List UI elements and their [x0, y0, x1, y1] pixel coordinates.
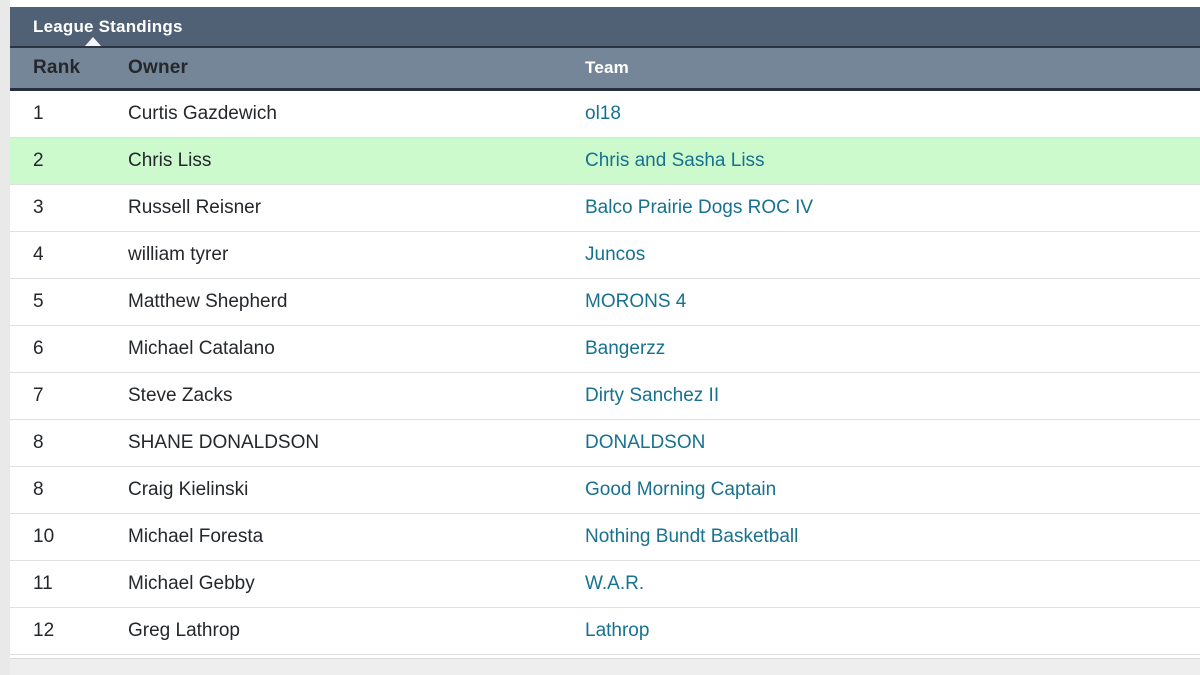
team-link[interactable]: Bangerzz: [585, 338, 666, 359]
team-link[interactable]: Good Morning Captain: [585, 479, 777, 500]
owner-cell: Michael Foresta: [128, 526, 264, 547]
team-link[interactable]: Nothing Bundt Basketball: [585, 526, 799, 547]
column-header-row: Rank Owner Team: [10, 48, 1200, 91]
column-header-rank[interactable]: Rank: [33, 57, 81, 78]
team-cell: Dirty Sanchez II: [585, 385, 1200, 407]
team-cell: Bangerzz: [585, 338, 1200, 360]
team-link[interactable]: MORONS 4: [585, 291, 687, 312]
team-cell: Lathrop: [585, 620, 1200, 642]
table-row: 8 SHANE DONALDSON DONALDSON: [10, 420, 1200, 467]
league-standings-table: League Standings Rank Owner Team 1 Curti…: [10, 7, 1200, 655]
team-link[interactable]: ol18: [585, 103, 621, 124]
rank-cell: 4: [33, 244, 44, 265]
owner-cell: Matthew Shepherd: [128, 291, 288, 312]
team-cell: Nothing Bundt Basketball: [585, 526, 1200, 548]
team-cell: Good Morning Captain: [585, 479, 1200, 501]
table-row: 10 Michael Foresta Nothing Bundt Basketb…: [10, 514, 1200, 561]
table-row: 1 Curtis Gazdewich ol18: [10, 91, 1200, 138]
rank-cell: 8: [33, 479, 44, 500]
table-row: 4 william tyrer Juncos: [10, 232, 1200, 279]
column-header-team[interactable]: Team: [585, 58, 629, 77]
rank-cell: 10: [33, 526, 55, 547]
team-link[interactable]: Chris and Sasha Liss: [585, 150, 765, 171]
owner-cell: SHANE DONALDSON: [128, 432, 320, 453]
team-cell: ol18: [585, 103, 1200, 125]
team-link[interactable]: Juncos: [585, 244, 646, 265]
owner-cell: Chris Liss: [128, 150, 212, 171]
owner-cell: Steve Zacks: [128, 385, 233, 406]
table-row: 7 Steve Zacks Dirty Sanchez II: [10, 373, 1200, 420]
table-row: 5 Matthew Shepherd MORONS 4: [10, 279, 1200, 326]
table-row: 12 Greg Lathrop Lathrop: [10, 608, 1200, 655]
owner-cell: william tyrer: [128, 244, 229, 265]
team-cell: Chris and Sasha Liss: [585, 150, 1200, 172]
team-link[interactable]: Lathrop: [585, 620, 650, 641]
team-cell: Balco Prairie Dogs ROC IV: [585, 197, 1200, 219]
rank-cell: 6: [33, 338, 44, 359]
owner-cell: Michael Catalano: [128, 338, 275, 359]
table-row: 11 Michael Gebby W.A.R.: [10, 561, 1200, 608]
rank-cell: 7: [33, 385, 44, 406]
table-row: 3 Russell Reisner Balco Prairie Dogs ROC…: [10, 185, 1200, 232]
team-cell: MORONS 4: [585, 291, 1200, 313]
table-title-bar: League Standings: [10, 7, 1200, 48]
team-cell: Juncos: [585, 244, 1200, 266]
rank-cell: 12: [33, 620, 55, 641]
rank-cell: 5: [33, 291, 44, 312]
owner-cell: Russell Reisner: [128, 197, 262, 218]
page-left-margin: [0, 0, 10, 675]
table-row: 6 Michael Catalano Bangerzz: [10, 326, 1200, 373]
rank-cell: 2: [33, 150, 44, 171]
rank-cell: 1: [33, 103, 44, 124]
owner-cell: Curtis Gazdewich: [128, 103, 277, 124]
team-link[interactable]: W.A.R.: [585, 573, 645, 594]
team-cell: W.A.R.: [585, 573, 1200, 595]
owner-cell: Greg Lathrop: [128, 620, 240, 641]
owner-cell: Michael Gebby: [128, 573, 255, 594]
team-link[interactable]: Balco Prairie Dogs ROC IV: [585, 197, 814, 218]
team-link[interactable]: DONALDSON: [585, 432, 706, 453]
team-link[interactable]: Dirty Sanchez II: [585, 385, 720, 406]
owner-cell: Craig Kielinski: [128, 479, 249, 500]
rank-cell: 11: [33, 573, 53, 594]
column-header-owner[interactable]: Owner: [128, 57, 189, 78]
table-row-highlighted: 2 Chris Liss Chris and Sasha Liss: [10, 138, 1200, 185]
rank-cell: 3: [33, 197, 44, 218]
page-bottom-margin: [10, 658, 1200, 675]
sort-ascending-triangle-icon: [85, 37, 101, 46]
table-row: 8 Craig Kielinski Good Morning Captain: [10, 467, 1200, 514]
rank-cell: 8: [33, 432, 44, 453]
table-title: League Standings: [33, 16, 183, 36]
team-cell: DONALDSON: [585, 432, 1200, 454]
